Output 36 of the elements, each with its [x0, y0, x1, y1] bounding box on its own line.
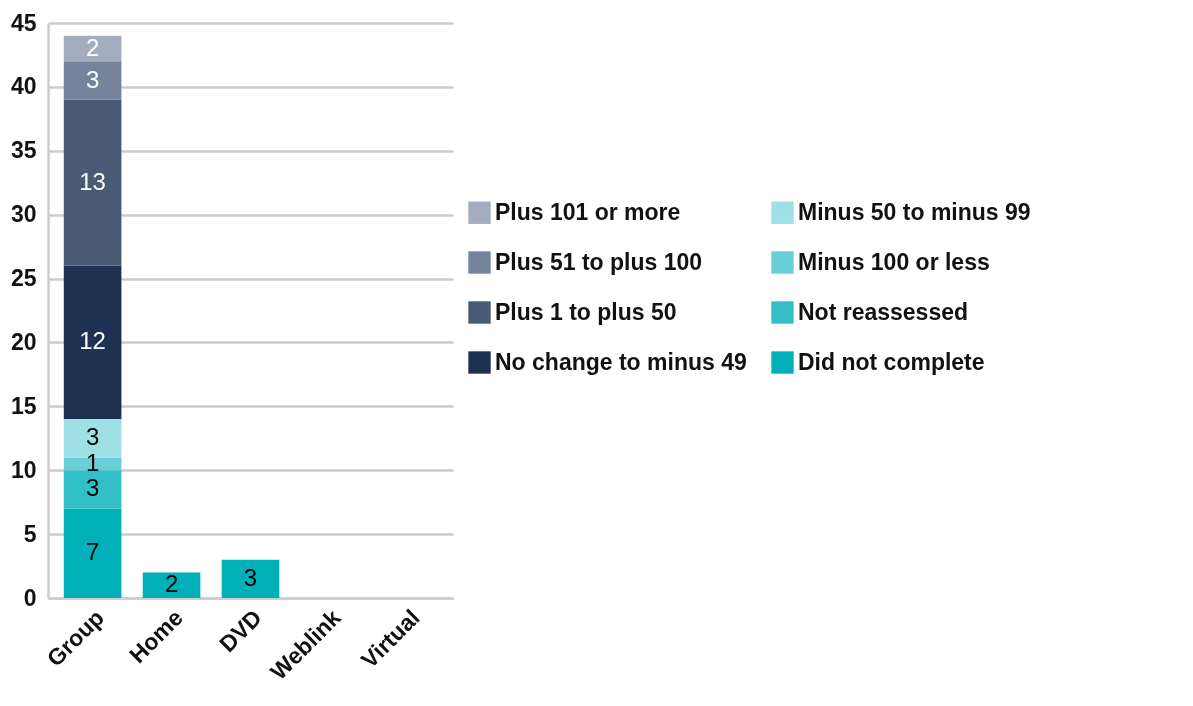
y-tick-label: 40 — [10, 73, 37, 100]
y-tick-label: 25 — [10, 265, 37, 292]
bar — [63, 265, 122, 420]
bar — [63, 508, 122, 598]
data-label: 3 — [85, 65, 100, 93]
legend-label: Plus 51 to plus 100 — [495, 248, 703, 275]
data-label: 3 — [85, 474, 100, 502]
legend-label: No change to minus 49 — [495, 348, 747, 375]
legend-label: Minus 50 to minus 99 — [798, 198, 1031, 225]
bar — [63, 61, 122, 100]
data-label: 13 — [79, 167, 106, 195]
bar — [142, 572, 201, 598]
data-label: 12 — [79, 327, 106, 355]
y-tick-label: 15 — [10, 392, 37, 419]
y-tick-label: 0 — [23, 584, 37, 611]
legend-label: Minus 100 or less — [798, 248, 990, 275]
bar — [63, 99, 122, 266]
legend-label: Did not complete — [798, 348, 985, 375]
legend-label: Not reassessed — [798, 298, 969, 325]
y-tick-label: 10 — [10, 456, 37, 483]
y-tick-label: 35 — [10, 137, 37, 164]
data-label: 3 — [85, 423, 100, 451]
data-label: 3 — [243, 563, 258, 591]
data-label: 2 — [85, 33, 100, 61]
bar — [63, 35, 122, 62]
data-label: 1 — [85, 448, 100, 476]
data-label: 2 — [164, 570, 179, 598]
data-label: 7 — [85, 538, 100, 566]
legend-label: Plus 101 or more — [495, 198, 681, 225]
legend-label: Plus 1 to plus 50 — [495, 298, 677, 325]
y-tick-label: 5 — [23, 520, 37, 547]
bar — [221, 559, 280, 598]
y-tick-label: 20 — [10, 328, 37, 355]
y-tick-label: 30 — [10, 201, 37, 228]
y-tick-label: 45 — [10, 9, 37, 36]
bar — [63, 470, 122, 509]
